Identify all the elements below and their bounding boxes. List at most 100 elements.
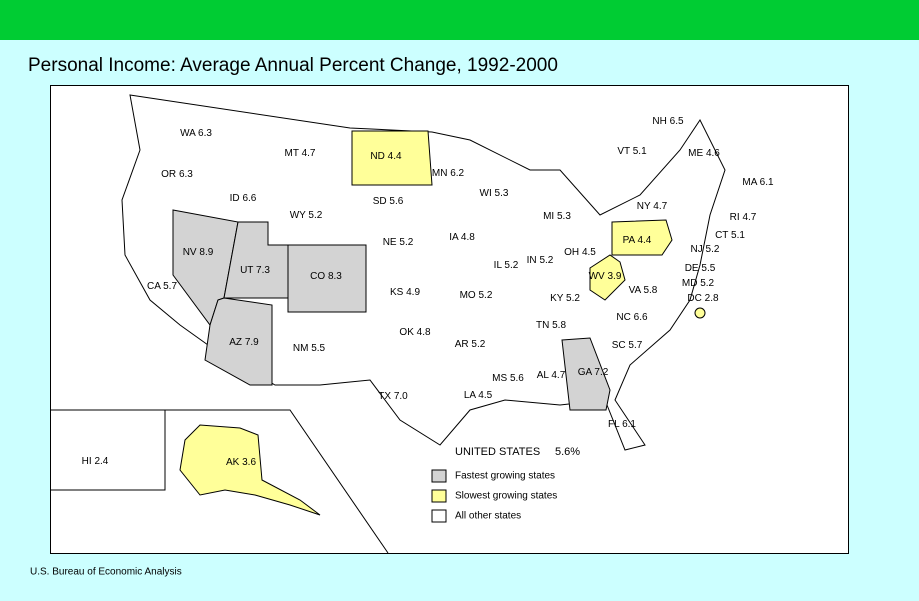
state-value: 6.5: [670, 116, 684, 127]
state-abbr: NV: [183, 247, 197, 258]
state-abbr: IA: [449, 232, 459, 243]
legend-swatch: [431, 509, 447, 523]
legend-total-label: UNITED STATES: [455, 446, 540, 458]
state-value: 2.8: [705, 293, 719, 304]
state-abbr: RI: [730, 212, 740, 223]
state-value: 5.2: [399, 237, 413, 248]
state-abbr: SC: [612, 340, 626, 351]
state-value: 8.3: [328, 271, 342, 282]
state-value: 5.2: [471, 339, 485, 350]
state-label: WI 5.3: [480, 188, 509, 199]
top-bar: [0, 0, 919, 40]
state-abbr: MN: [432, 168, 448, 179]
state-abbr: NE: [383, 237, 397, 248]
state-label: NC 6.6: [616, 312, 648, 323]
state-abbr: NY: [637, 201, 651, 212]
state-value: 4.8: [417, 327, 431, 338]
state-value: 4.7: [742, 212, 756, 223]
alaska-inset: [165, 409, 389, 554]
state-shape: [694, 307, 706, 319]
state-label: MT 4.7: [285, 148, 316, 159]
state-value: 3.6: [242, 457, 256, 468]
state-value: 5.3: [495, 188, 509, 199]
state-value: 5.7: [163, 281, 177, 292]
legend-swatch: [431, 469, 447, 483]
state-abbr: DC: [687, 293, 701, 304]
map-frame: [50, 85, 849, 554]
state-value: 5.2: [706, 244, 720, 255]
state-abbr: VT: [617, 146, 630, 157]
state-abbr: DE: [685, 263, 699, 274]
state-value: 4.4: [637, 235, 651, 246]
state-label: WV 3.9: [589, 271, 622, 282]
state-label: AK 3.6: [226, 457, 256, 468]
state-abbr: MO: [460, 290, 476, 301]
state-label: NE 5.2: [383, 237, 414, 248]
state-value: 5.2: [539, 255, 553, 266]
state-label: VT 5.1: [617, 146, 647, 157]
state-abbr: WI: [480, 188, 492, 199]
state-value: 4.8: [461, 232, 475, 243]
state-abbr: CO: [310, 271, 325, 282]
state-shape: [561, 337, 611, 411]
state-shape: [204, 297, 273, 386]
state-value: 7.3: [256, 265, 270, 276]
state-label: CT 5.1: [715, 230, 745, 241]
legend-label: Slowest growing states: [455, 491, 557, 502]
state-abbr: AR: [455, 339, 469, 350]
state-label: AZ 7.9: [229, 337, 259, 348]
state-value: 5.6: [510, 373, 524, 384]
state-value: 6.1: [760, 177, 774, 188]
state-label: CO 8.3: [310, 271, 342, 282]
state-abbr: AK: [226, 457, 240, 468]
state-value: 7.9: [245, 337, 259, 348]
state-abbr: OH: [564, 247, 579, 258]
state-label: MS 5.6: [492, 373, 524, 384]
state-value: 5.8: [643, 285, 657, 296]
state-label: OH 4.5: [564, 247, 596, 258]
state-abbr: CT: [715, 230, 728, 241]
state-abbr: WY: [290, 210, 306, 221]
state-value: 5.7: [628, 340, 642, 351]
state-abbr: AL: [537, 370, 550, 381]
legend-total-value: 5.6%: [555, 446, 580, 458]
state-label: CA 5.7: [147, 281, 177, 292]
state-abbr: NC: [616, 312, 630, 323]
state-shape: [351, 130, 433, 186]
state-abbr: KY: [550, 293, 564, 304]
state-value: 5.5: [701, 263, 715, 274]
state-abbr: MS: [492, 373, 507, 384]
state-value: 4.7: [302, 148, 316, 159]
state-value: 7.0: [394, 391, 408, 402]
state-label: MA 6.1: [742, 177, 774, 188]
hawaii-inset: [50, 409, 166, 491]
state-shape: [179, 424, 321, 516]
state-value: 4.7: [653, 201, 667, 212]
legend: UNITED STATES 5.6% Fastest growing state…: [431, 446, 580, 523]
state-abbr: FL: [608, 419, 620, 430]
state-value: 4.6: [706, 148, 720, 159]
state-abbr: WA: [180, 128, 196, 139]
state-value: 7.2: [594, 367, 608, 378]
state-label: ME 4.6: [688, 148, 720, 159]
state-abbr: OK: [399, 327, 414, 338]
state-abbr: CA: [147, 281, 161, 292]
state-value: 6.6: [242, 193, 256, 204]
state-value: 6.3: [198, 128, 212, 139]
state-label: DC 2.8: [687, 293, 719, 304]
state-label: UT 7.3: [240, 265, 270, 276]
state-label: OR 6.3: [161, 169, 193, 180]
state-label: NH 6.5: [652, 116, 684, 127]
state-abbr: GA: [578, 367, 593, 378]
state-label: FL 6.1: [608, 419, 636, 430]
state-label: DE 5.5: [685, 263, 716, 274]
state-abbr: HI: [82, 456, 92, 467]
state-value: 4.5: [478, 390, 492, 401]
state-label: NM 5.5: [293, 343, 326, 354]
state-value: 5.2: [478, 290, 492, 301]
state-value: 6.1: [622, 419, 636, 430]
state-label: RI 4.7: [730, 212, 757, 223]
state-shape: [287, 244, 367, 313]
